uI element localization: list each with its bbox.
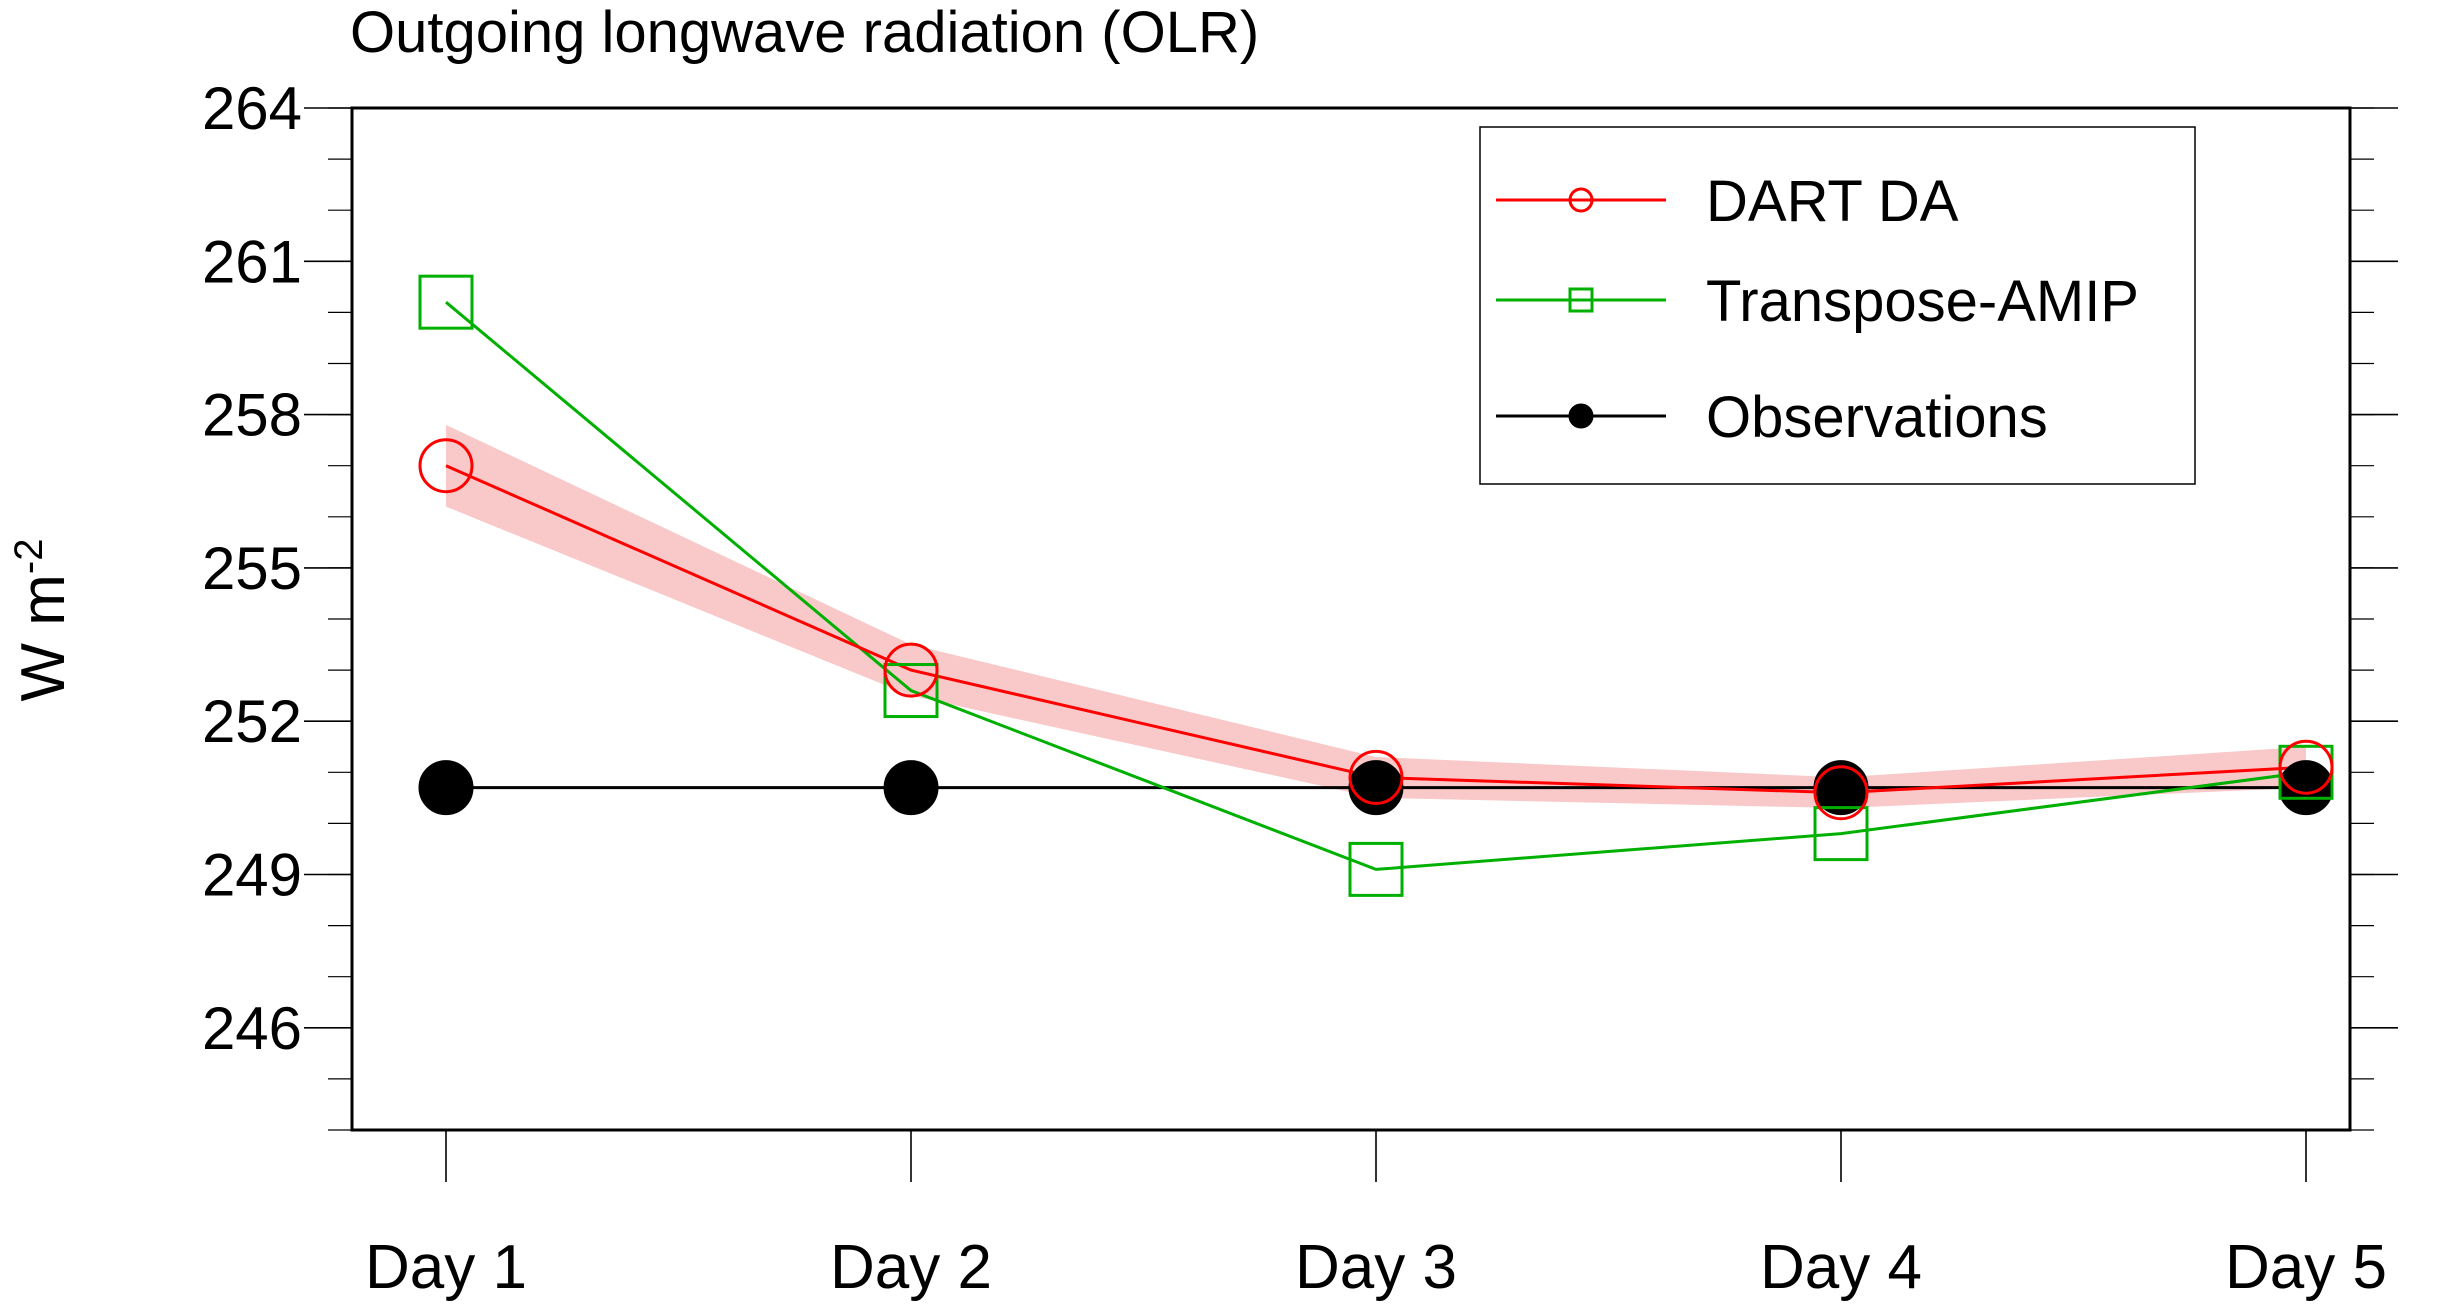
y-axis-label-exponent: -2: [7, 539, 51, 575]
dart-da-point: [1348, 749, 1404, 805]
transpose-amip-point: [883, 663, 939, 719]
transpose-amip-point: [1348, 841, 1404, 897]
transpose-amip-point: [1813, 806, 1869, 862]
y-tick-label: 246: [202, 995, 302, 1062]
legend-marker-transpose-amip: [1568, 287, 1594, 313]
legend-marker-observations: [1568, 403, 1594, 429]
dart-da-line: [445, 464, 2307, 795]
dart-da-uncertainty-band-layer: [446, 424, 2306, 809]
y-tick-label: 252: [202, 688, 302, 755]
x-tick-label: Day 5: [2225, 1233, 2387, 1302]
dart-da-point: [418, 438, 474, 494]
axes-layer: 246 249 252 255 258 261 264 Day 1 Day 2 Day 3 Day …: [202, 75, 2398, 1302]
y-tick-label: 249: [202, 842, 302, 909]
x-tick-label: Day 1: [365, 1233, 527, 1302]
y-tick-label: 261: [202, 228, 302, 295]
dart-da-point: [883, 642, 939, 698]
transpose-amip-line: [445, 301, 2307, 871]
legend-label-dart-da: DART DA: [1706, 169, 1959, 234]
dart-da-point: [1813, 765, 1869, 821]
x-tick-label: Day 3: [1295, 1233, 1457, 1302]
x-tick-label: Day 2: [830, 1233, 992, 1302]
observations-point: [418, 760, 474, 816]
legend: DART DA Transpose-AMIP Observations: [1479, 126, 2196, 485]
legend-marker-dart-da: [1568, 187, 1594, 213]
dart-da-point: [2278, 739, 2334, 795]
y-tick-label: 264: [202, 75, 302, 142]
observations-point: [883, 760, 939, 816]
series-markers-layer: [418, 274, 2334, 897]
y-axis-label-unit: W m: [9, 574, 78, 701]
observations-point: [2278, 760, 2334, 816]
y-axis-label: W m-2: [7, 539, 78, 702]
y-tick-label: 255: [202, 535, 302, 602]
chart-title: Outgoing longwave radiation (OLR): [350, 0, 1259, 65]
transpose-amip-point: [418, 274, 474, 330]
observations-point: [1348, 760, 1404, 816]
x-tick-label: Day 4: [1760, 1233, 1922, 1302]
y-tick-label: 258: [202, 382, 302, 449]
legend-label-observations: Observations: [1706, 385, 2048, 450]
legend-box: [1479, 126, 2196, 485]
legend-label-transpose-amip: Transpose-AMIP: [1706, 269, 2139, 334]
dart-da-uncertainty-band: [446, 424, 2306, 809]
